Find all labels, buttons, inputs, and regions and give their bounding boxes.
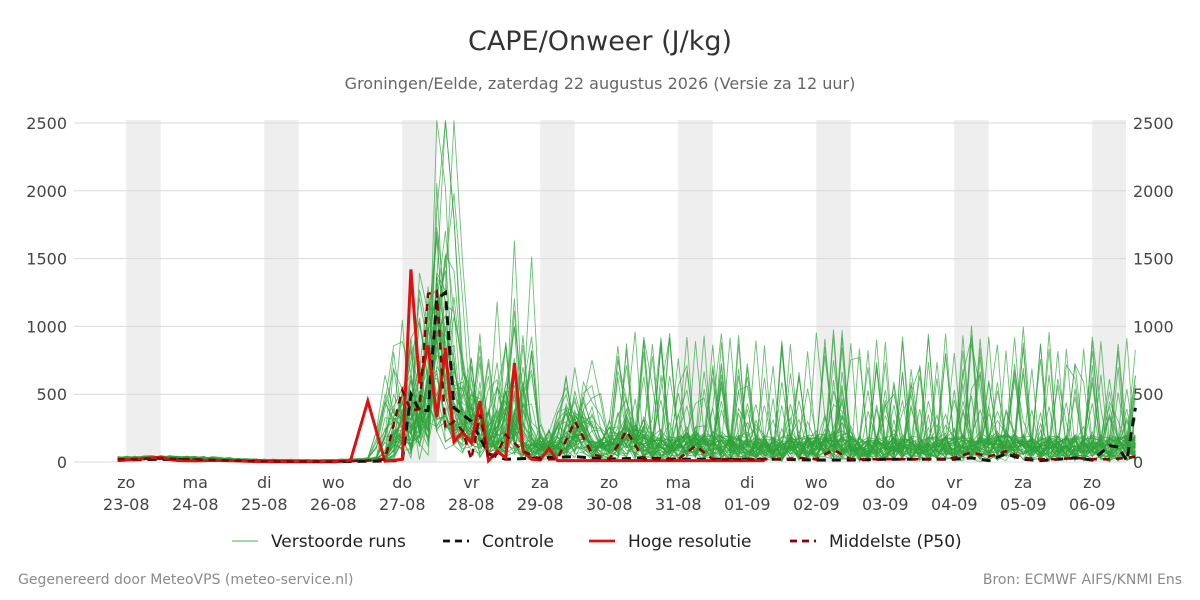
x-tick-day: ma <box>666 473 691 492</box>
y-tick-label-left: 2500 <box>26 114 67 133</box>
legend-label: Verstoorde runs <box>271 532 406 552</box>
y-tick-label-right: 1000 <box>1133 317 1174 336</box>
x-tick-day: vr <box>463 473 479 492</box>
x-tick-date: 25-08 <box>241 495 288 514</box>
x-tick-day: za <box>1014 473 1032 492</box>
x-tick-day: ma <box>183 473 208 492</box>
legend-label: Controle <box>482 532 554 552</box>
footer-source: Bron: ECMWF AIFS/KNMI Ens <box>982 572 1182 588</box>
series-line-p50 <box>117 289 1136 463</box>
shaded-band <box>540 120 575 462</box>
chart-title: CAPE/Onweer (J/kg) <box>468 26 732 57</box>
x-tick-date: 30-08 <box>586 495 633 514</box>
y-tick-label-left: 500 <box>36 385 67 404</box>
y-tick-label-right: 2500 <box>1133 114 1174 133</box>
x-tick-date: 31-08 <box>655 495 702 514</box>
y-tick-label-left: 2000 <box>26 182 67 201</box>
x-tick-date: 05-09 <box>1000 495 1047 514</box>
legend-label: Middelste (P50) <box>829 532 962 552</box>
x-tick-day: do <box>875 473 895 492</box>
x-tick-day: di <box>257 473 272 492</box>
x-tick-date: 26-08 <box>310 495 357 514</box>
legend-label: Hoge resolutie <box>628 532 752 552</box>
x-tick-date: 06-09 <box>1069 495 1116 514</box>
y-tick-label-left: 0 <box>57 453 67 472</box>
x-tick-day: vr <box>946 473 962 492</box>
x-tick-date: 03-09 <box>862 495 909 514</box>
x-tick-day: za <box>531 473 549 492</box>
x-tick-date: 01-09 <box>724 495 771 514</box>
x-tick-date: 23-08 <box>103 495 150 514</box>
legend: Verstoorde runs Controle Hoge resolutie Mid… <box>232 532 962 552</box>
y-tick-label-right: 1500 <box>1133 250 1174 269</box>
x-tick-date: 29-08 <box>517 495 564 514</box>
x-tick-day: zo <box>117 473 135 492</box>
x-tick-date: 04-09 <box>931 495 978 514</box>
footer-credit: Gegenereerd door MeteoVPS (meteo-service… <box>18 572 354 588</box>
shaded-band <box>264 120 299 462</box>
x-tick-date: 27-08 <box>379 495 426 514</box>
ensemble-member-line <box>117 343 1136 463</box>
x-tick-day: wo <box>805 473 828 492</box>
x-tick-day: zo <box>600 473 618 492</box>
x-tick-date: 28-08 <box>448 495 495 514</box>
x-tick-day: zo <box>1083 473 1101 492</box>
y-tick-label-right: 0 <box>1133 453 1143 472</box>
y-tick-label-right: 2000 <box>1133 182 1174 201</box>
shaded-band <box>126 120 161 462</box>
y-tick-label-left: 1500 <box>26 250 67 269</box>
series-line-hoge-resolutie <box>117 269 765 464</box>
x-tick-date: 02-09 <box>793 495 840 514</box>
x-tick-day: wo <box>322 473 345 492</box>
y-tick-label-right: 500 <box>1133 385 1164 404</box>
chart-subtitle: Groningen/Eelde, zaterdag 22 augustus 20… <box>345 74 856 93</box>
x-tick-day: di <box>740 473 755 492</box>
y-tick-label-left: 1000 <box>26 317 67 336</box>
x-tick-day: do <box>392 473 412 492</box>
x-tick-date: 24-08 <box>172 495 219 514</box>
